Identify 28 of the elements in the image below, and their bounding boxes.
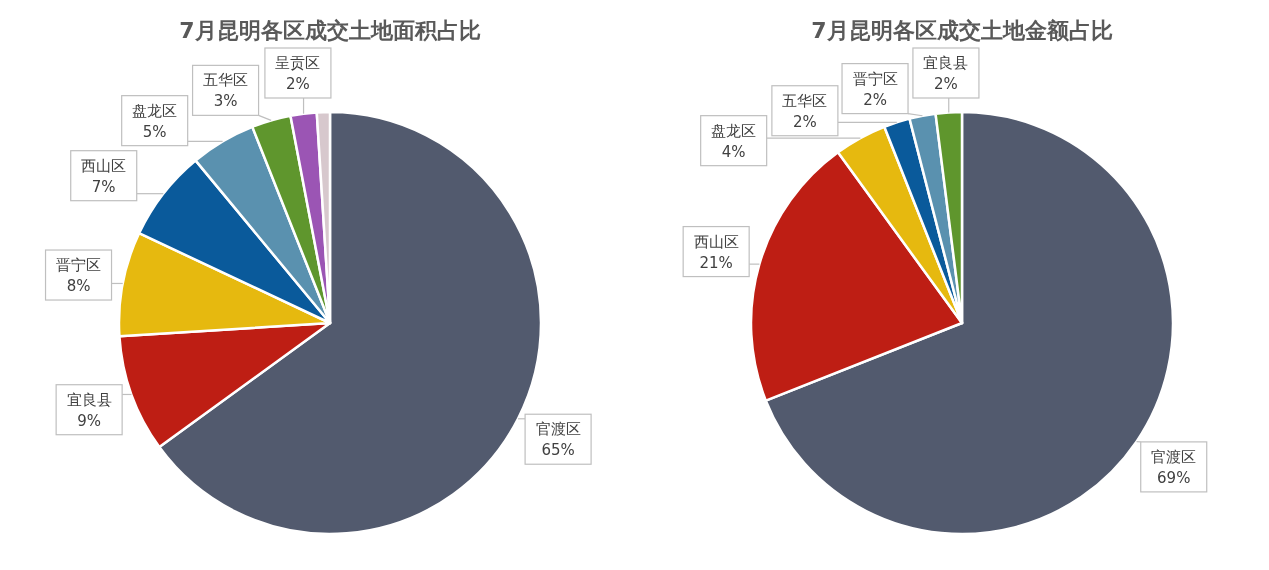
data-label: 5% <box>142 122 167 141</box>
chart-title: 7月昆明各区成交土地面积占比 <box>179 18 481 43</box>
slice-label: 晋宁区 <box>852 69 898 88</box>
data-label: 2% <box>792 112 817 131</box>
slice-label: 西山区 <box>693 232 739 251</box>
slice-label: 官渡区 <box>535 420 581 439</box>
data-label: 8% <box>66 277 91 296</box>
data-label: 2% <box>934 75 958 93</box>
data-label: 4% <box>721 142 746 161</box>
slice-label: 官渡区 <box>1151 447 1197 466</box>
slice-label: 宜良县 <box>923 54 969 72</box>
slice-label: 盘龙区 <box>711 121 757 140</box>
slice-label: 盘龙区 <box>132 101 178 120</box>
data-label: 2% <box>286 75 310 93</box>
slice-label: 五华区 <box>203 71 249 90</box>
data-label: 2% <box>863 90 887 109</box>
slice-label: 五华区 <box>782 91 828 110</box>
slice-label: 宜良县 <box>66 390 112 409</box>
data-label: 3% <box>213 92 238 111</box>
chart-title: 7月昆明各区成交土地金额占比 <box>811 18 1113 43</box>
data-label: 21% <box>699 253 733 272</box>
slice-label: 西山区 <box>81 156 127 175</box>
data-label: 9% <box>77 411 102 430</box>
data-label: 65% <box>541 441 575 460</box>
slice-label: 晋宁区 <box>56 256 102 275</box>
slice-label: 呈贡区 <box>275 54 321 72</box>
data-label: 69% <box>1157 468 1191 487</box>
data-label: 7% <box>91 177 116 196</box>
